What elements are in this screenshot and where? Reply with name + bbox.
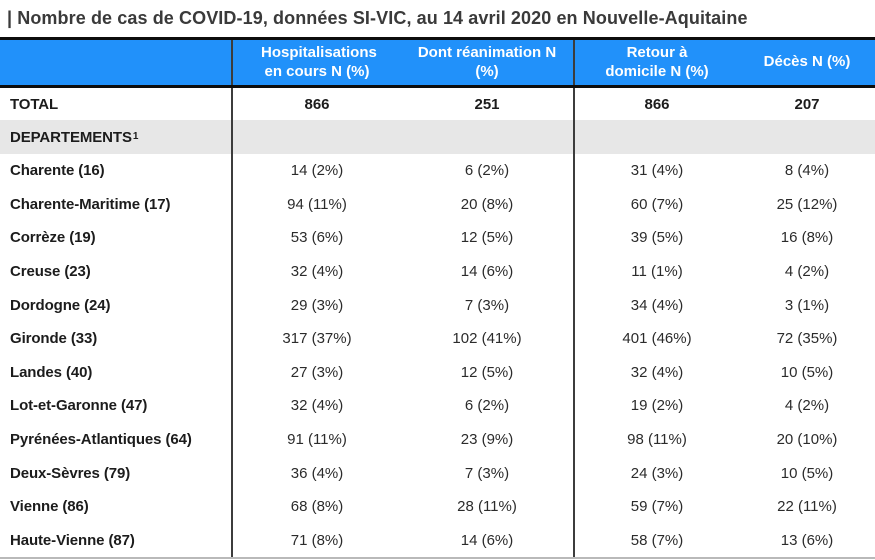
value-cell: 53 (6%) xyxy=(231,221,401,255)
section-empty-cell xyxy=(401,120,573,154)
value-cell: 20 (10%) xyxy=(776,431,838,449)
header-empty-cell xyxy=(0,40,231,85)
value-cell: 68 (8%) xyxy=(231,489,401,524)
value-cell: 6 (2%) xyxy=(464,397,510,415)
value-cell: 58 (7%) xyxy=(573,523,739,558)
value-cell: 22 (11%) xyxy=(777,498,837,516)
department-label: Lot-et-Garonne (47) xyxy=(10,397,148,415)
value-cell: 31 (4%) xyxy=(573,154,739,188)
column-header-hospitalisations: Hospitalisations en cours N (%) xyxy=(231,40,401,85)
value-cell: 19 (2%) xyxy=(573,389,739,423)
value-cell: 317 (37%) xyxy=(231,321,401,356)
department-label: Pyrénées-Atlantiques (64) xyxy=(10,431,192,449)
column-header-retour-domicile: Retour à domicile N (%) xyxy=(573,40,739,85)
department-label: Dordogne (24) xyxy=(10,296,111,314)
departements-section-row: DEPARTEMENTS 1 xyxy=(0,120,875,154)
total-value: 251 xyxy=(474,95,500,113)
department-label: Corrèze (19) xyxy=(10,229,96,247)
value-cell: 24 (3%) xyxy=(573,456,739,490)
department-label: Vienne (86) xyxy=(10,498,89,516)
section-empty-cell xyxy=(573,120,739,154)
value-cell: 29 (3%) xyxy=(231,288,401,322)
value-cell: 6 (2%) xyxy=(464,162,510,180)
value-cell: 98 (11%) xyxy=(573,422,739,457)
value-cell: 32 (4%) xyxy=(231,254,401,289)
table-row-creuse: Creuse (23) 32 (4%) 14 (6%) 11 (1%) 4 (2… xyxy=(0,254,875,289)
value-cell: 13 (6%) xyxy=(780,531,834,549)
column-header-label: Dont réanimation N (%) xyxy=(417,44,557,80)
department-label: Charente (16) xyxy=(10,162,105,180)
value-cell: 10 (5%) xyxy=(780,464,834,482)
department-label: Landes (40) xyxy=(10,363,93,381)
table-row-vienne: Vienne (86) 68 (8%) 28 (11%) 59 (7%) 22 … xyxy=(0,489,875,524)
value-cell: 102 (41%) xyxy=(452,330,522,348)
department-label: Deux-Sèvres (79) xyxy=(10,464,131,482)
department-label: Creuse (23) xyxy=(10,263,91,281)
value-cell: 401 (46%) xyxy=(573,321,739,356)
value-cell: 32 (4%) xyxy=(231,389,401,423)
value-cell: 39 (5%) xyxy=(573,221,739,255)
value-cell: 10 (5%) xyxy=(780,363,834,381)
total-value: 207 xyxy=(794,95,820,113)
value-cell: 94 (11%) xyxy=(231,187,401,222)
value-cell: 27 (3%) xyxy=(231,355,401,390)
value-cell: 23 (9%) xyxy=(460,431,514,449)
table-row-lot-et-garonne: Lot-et-Garonne (47) 32 (4%) 6 (2%) 19 (2… xyxy=(0,389,875,423)
value-cell: 36 (4%) xyxy=(231,456,401,490)
column-header-deces: Décès N (%) xyxy=(739,40,875,85)
value-cell: 14 (6%) xyxy=(460,263,514,281)
table-row-pyrenees-atlantiques: Pyrénées-Atlantiques (64) 91 (11%) 23 (9… xyxy=(0,422,875,457)
value-cell: 4 (2%) xyxy=(784,397,830,415)
value-cell: 7 (3%) xyxy=(464,296,510,314)
value-cell: 7 (3%) xyxy=(464,464,510,482)
table-row-deux-sevres: Deux-Sèvres (79) 36 (4%) 7 (3%) 24 (3%) … xyxy=(0,456,875,490)
table-row-haute-vienne: Haute-Vienne (87) 71 (8%) 14 (6%) 58 (7%… xyxy=(0,523,875,558)
table-row-dordogne: Dordogne (24) 29 (3%) 7 (3%) 34 (4%) 3 (… xyxy=(0,288,875,322)
column-header-label: Décès N (%) xyxy=(763,53,851,71)
value-cell: 14 (6%) xyxy=(460,531,514,549)
department-label: Charente-Maritime (17) xyxy=(10,195,171,213)
column-header-label: Hospitalisations en cours N (%) xyxy=(261,44,377,80)
department-label: Gironde (33) xyxy=(10,330,98,348)
total-value: 866 xyxy=(573,88,739,120)
table-row-landes: Landes (40) 27 (3%) 12 (5%) 32 (4%) 10 (… xyxy=(0,355,875,390)
table-header-row: Hospitalisations en cours N (%) Dont réa… xyxy=(0,40,875,88)
section-empty-cell xyxy=(739,120,875,154)
value-cell: 59 (7%) xyxy=(573,489,739,524)
value-cell: 72 (35%) xyxy=(776,330,838,348)
report-title: | Nombre de cas de COVID-19, données SI-… xyxy=(7,8,748,28)
title-bar: | Nombre de cas de COVID-19, données SI-… xyxy=(0,0,875,37)
department-label: Haute-Vienne (87) xyxy=(10,531,135,549)
table-row-charente-maritime: Charente-Maritime (17) 94 (11%) 20 (8%) … xyxy=(0,187,875,222)
value-cell: 4 (2%) xyxy=(784,263,830,281)
value-cell: 20 (8%) xyxy=(460,195,514,213)
value-cell: 3 (1%) xyxy=(784,296,830,314)
value-cell: 34 (4%) xyxy=(573,288,739,322)
value-cell: 32 (4%) xyxy=(573,355,739,390)
total-label: TOTAL xyxy=(10,95,59,113)
value-cell: 60 (7%) xyxy=(573,187,739,222)
value-cell: 71 (8%) xyxy=(231,523,401,558)
column-header-label: Retour à domicile N (%) xyxy=(605,44,709,80)
value-cell: 12 (5%) xyxy=(460,363,514,381)
value-cell: 91 (11%) xyxy=(231,422,401,457)
section-empty-cell xyxy=(231,120,401,154)
value-cell: 16 (8%) xyxy=(780,229,834,247)
table-row-charente: Charente (16) 14 (2%) 6 (2%) 31 (4%) 8 (… xyxy=(0,154,875,188)
covid-table: Hospitalisations en cours N (%) Dont réa… xyxy=(0,37,875,560)
column-header-reanimation: Dont réanimation N (%) xyxy=(401,40,573,85)
table-row-gironde: Gironde (33) 317 (37%) 102 (41%) 401 (46… xyxy=(0,321,875,356)
value-cell: 11 (1%) xyxy=(573,254,739,289)
table-row-correze: Corrèze (19) 53 (6%) 12 (5%) 39 (5%) 16 … xyxy=(0,221,875,255)
departements-section-label: DEPARTEMENTS 1 xyxy=(10,128,139,146)
value-cell: 8 (4%) xyxy=(784,162,830,180)
value-cell: 28 (11%) xyxy=(457,498,517,516)
value-cell: 12 (5%) xyxy=(460,229,514,247)
total-value: 866 xyxy=(231,88,401,120)
value-cell: 25 (12%) xyxy=(776,195,838,213)
section-label-text: DEPARTEMENTS xyxy=(10,128,132,146)
total-row: TOTAL 866 251 866 207 xyxy=(0,88,875,120)
value-cell: 14 (2%) xyxy=(231,154,401,188)
